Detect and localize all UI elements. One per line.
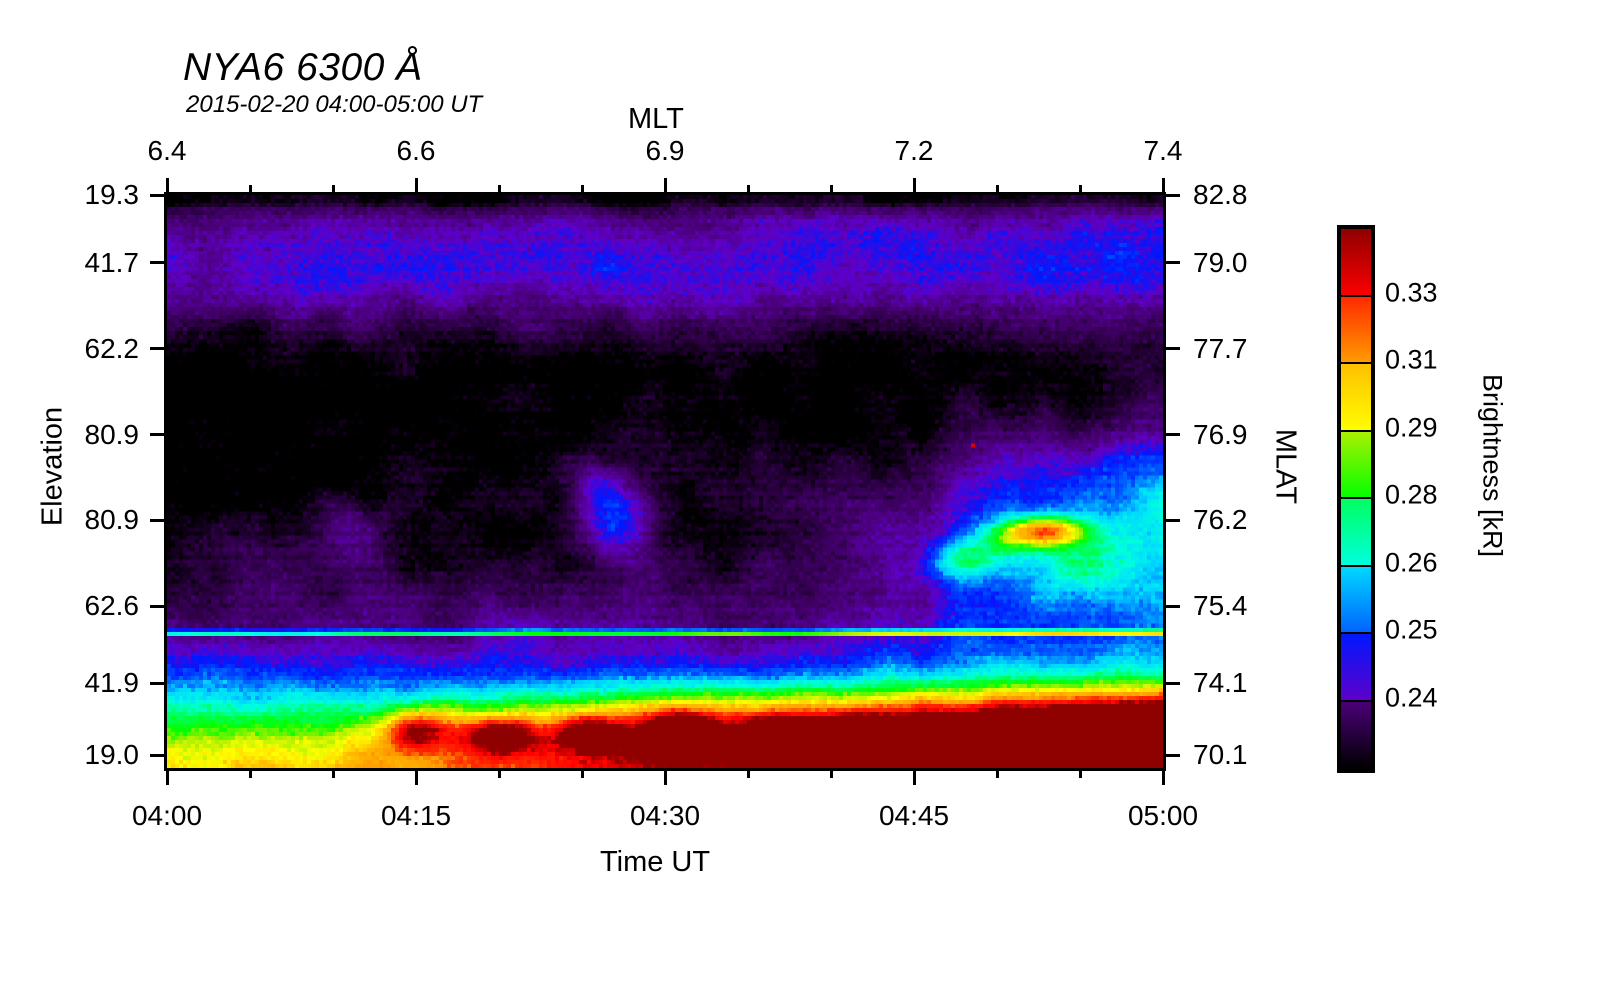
left-tick-label-0: 19.3	[84, 179, 140, 210]
left-tick-label-1: 41.7	[84, 246, 140, 278]
bottom-tick-minor	[829, 768, 833, 778]
right-tick-label-1: 79.0	[1193, 246, 1248, 278]
bottom-tick-minor	[995, 768, 999, 778]
top-tick-minor	[580, 185, 584, 195]
top-tick-minor	[995, 185, 999, 195]
bottom-tick-major	[912, 768, 916, 785]
colorbar-band-1	[1341, 296, 1371, 364]
colorbar-tick-label-0: 0.33	[1385, 277, 1438, 307]
right-tick-label-6: 74.1	[1193, 667, 1248, 699]
right-tick	[1163, 681, 1180, 685]
colorbar-tick-label-1: 0.31	[1385, 344, 1438, 375]
colorbar-band-6	[1341, 634, 1371, 702]
colorbar-band-2	[1341, 364, 1371, 432]
left-tick	[150, 753, 167, 757]
bottom-tick-major	[414, 768, 418, 785]
left-tick	[150, 193, 167, 197]
bottom-tick-minor	[331, 768, 335, 778]
left-tick	[150, 433, 167, 436]
left-axis-title: Elevation	[36, 406, 69, 527]
left-tick	[150, 347, 167, 351]
top-tick-minor	[497, 185, 501, 195]
left-tick-label-5: 62.6	[84, 590, 140, 622]
bottom-tick-label-2: 04:30	[629, 800, 701, 831]
top-tick-minor	[1078, 185, 1082, 195]
top-tick-minor	[331, 185, 335, 195]
right-tick-label-5: 75.4	[1193, 590, 1248, 622]
colorbar-tick-label-3: 0.28	[1385, 479, 1438, 510]
top-tick-major	[414, 178, 418, 195]
top-tick-major	[1161, 178, 1165, 195]
right-tick-label-4: 76.2	[1193, 504, 1248, 536]
bottom-tick-minor	[580, 768, 584, 778]
right-tick-label-0: 82.8	[1193, 179, 1248, 210]
top-tick-minor	[248, 185, 252, 195]
bottom-tick-major	[1161, 768, 1165, 785]
colorbar-band-5	[1341, 566, 1371, 634]
right-tick	[1163, 433, 1180, 436]
top-tick-label-0: 6.4	[147, 135, 187, 166]
top-tick-label-3: 7.2	[894, 135, 934, 166]
colorbar-tick-label-5: 0.25	[1385, 614, 1438, 645]
colorbar-tick-label-2: 0.29	[1385, 412, 1438, 442]
colorbar-tick-label-6: 0.24	[1385, 682, 1438, 712]
top-tick-major	[165, 178, 169, 195]
bottom-tick-label-0: 04:00	[131, 800, 203, 831]
bottom-tick-minor	[248, 768, 252, 778]
left-tick-label-3: 80.9	[84, 418, 140, 450]
bottom-tick-major	[663, 768, 667, 785]
left-tick-label-7: 19.0	[84, 739, 140, 771]
top-tick-minor	[829, 185, 833, 195]
top-tick-label-2: 6.9	[645, 135, 685, 166]
bottom-tick-label-3: 04:45	[878, 800, 950, 831]
left-tick	[150, 261, 167, 265]
bottom-tick-label-1: 04:15	[380, 800, 452, 831]
right-tick	[1163, 193, 1180, 197]
top-tick-label-1: 6.6	[396, 135, 436, 166]
colorbar-tick-label-4: 0.26	[1385, 547, 1438, 577]
right-tick	[1163, 604, 1180, 608]
bottom-tick-minor	[746, 768, 750, 778]
left-tick-label-2: 62.2	[84, 332, 140, 364]
right-tick	[1163, 518, 1180, 522]
left-tick	[150, 681, 167, 685]
right-tick	[1163, 753, 1180, 757]
plot-title: NYA6 6300 Å	[183, 46, 423, 89]
bottom-tick-label-4: 05:00	[1127, 800, 1199, 831]
colorbar	[1337, 225, 1375, 773]
top-tick-label-4: 7.4	[1143, 135, 1183, 166]
right-tick-label-2: 77.7	[1193, 332, 1248, 364]
plot-subtitle: 2015-02-20 04:00-05:00 UT	[186, 91, 483, 118]
right-tick	[1163, 347, 1180, 351]
colorbar-band-0	[1341, 229, 1371, 297]
top-tick-major	[912, 178, 916, 195]
top-tick-minor	[746, 185, 750, 195]
bottom-tick-minor	[497, 768, 501, 778]
bottom-tick-major	[165, 768, 169, 785]
bottom-tick-minor	[1078, 768, 1082, 778]
left-tick	[150, 518, 167, 522]
right-axis-title: MLAT	[1269, 428, 1302, 505]
keogram-heatmap	[167, 195, 1163, 768]
bottom-axis-title: Time UT	[600, 846, 711, 878]
right-tick-label-3: 76.9	[1193, 418, 1248, 450]
top-tick-major	[663, 178, 667, 195]
colorbar-title: Brightness [kR]	[1477, 373, 1508, 558]
colorbar-band-3	[1341, 431, 1371, 499]
right-tick	[1163, 261, 1180, 265]
colorbar-band-7	[1341, 701, 1371, 769]
left-tick-label-6: 41.9	[84, 667, 140, 699]
left-tick	[150, 604, 167, 608]
colorbar-band-4	[1341, 499, 1371, 567]
right-tick-label-7: 70.1	[1193, 739, 1248, 771]
left-tick-label-4: 80.9	[84, 504, 140, 536]
top-axis-title: MLT	[628, 103, 684, 135]
